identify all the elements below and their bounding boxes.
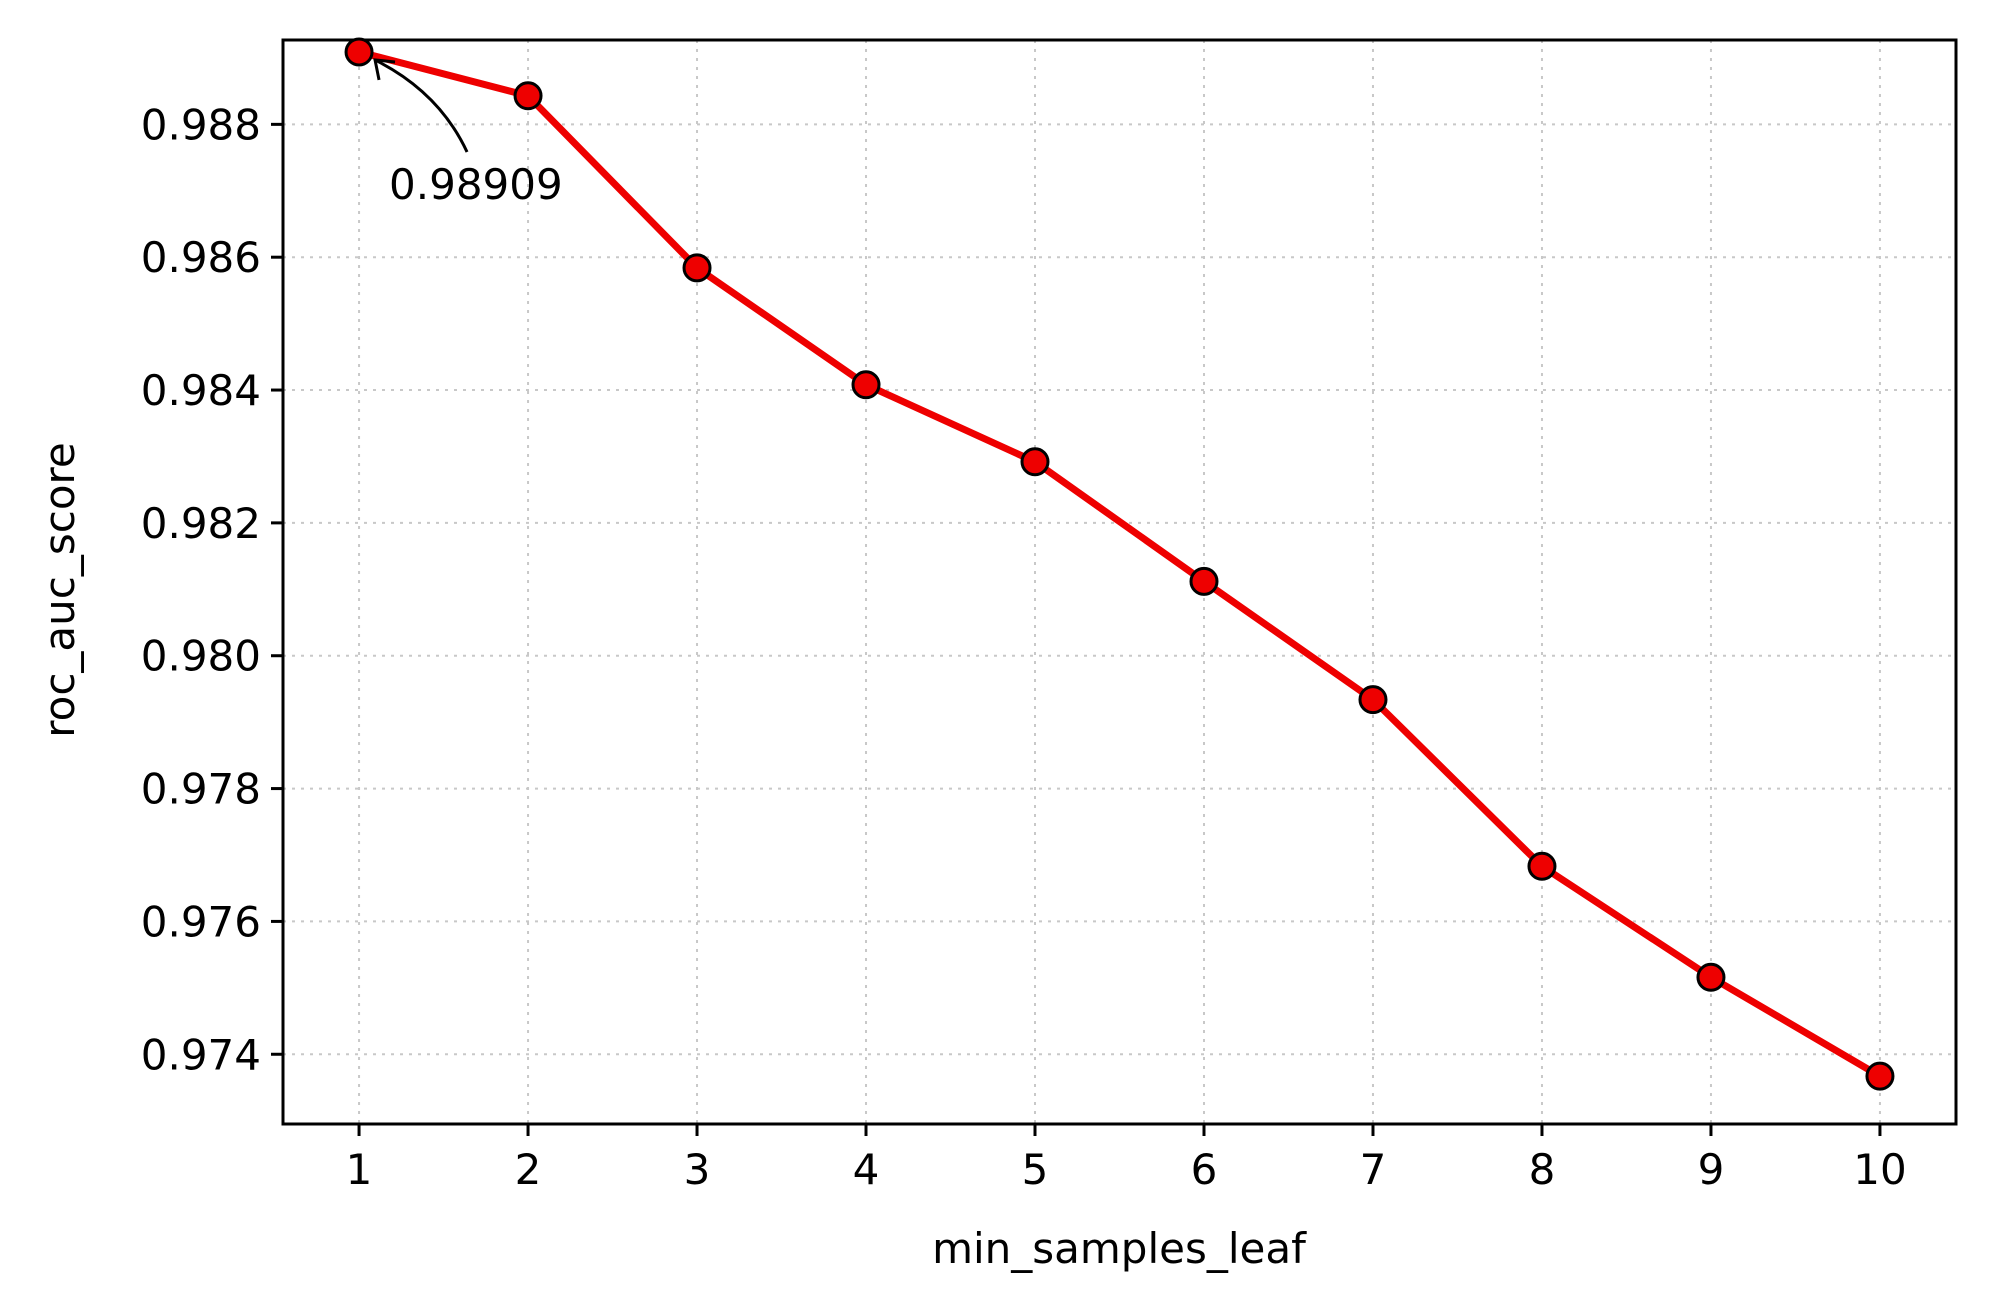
y-tick-label: 0.988 [141,100,261,149]
data-point [513,81,543,111]
data-point [344,37,374,67]
data-point [1865,1061,1895,1091]
y-tick-label: 0.974 [141,1030,261,1079]
x-tick-label: 5 [1022,1145,1049,1194]
data-point [1696,962,1726,992]
ticks: 1 2 3 4 5 6 7 8 9 10 0.974 0.976 0.978 0.980 0.982 0.98… [141,100,1907,1194]
x-axis-label: min_samples_leaf [932,1224,1307,1273]
annotation: 0.98909 [373,58,563,209]
data-point [1020,447,1050,477]
x-tick-label: 2 [515,1145,542,1194]
axes [281,38,1958,1126]
x-tick-label: 6 [1191,1145,1218,1194]
y-tick-label: 0.976 [141,897,261,946]
series [344,37,1895,1091]
y-tick-label: 0.984 [141,366,261,415]
y-tick-label: 0.982 [141,499,261,548]
grid [283,40,1956,1124]
x-tick-label: 9 [1698,1145,1725,1194]
data-point [1358,685,1388,715]
y-tick-label: 0.980 [141,632,261,681]
plot-frame [281,38,1958,1126]
x-tick-label: 8 [1529,1145,1556,1194]
x-tick-label: 3 [684,1145,711,1194]
annotation-label: 0.98909 [389,160,563,209]
data-point [682,253,712,283]
data-point [1527,851,1557,881]
x-tick-label: 10 [1853,1145,1906,1194]
data-point [851,370,881,400]
y-axis-label: roc_auc_score [35,442,84,737]
annotation-arrow [374,58,469,153]
x-tick-label: 1 [346,1145,373,1194]
x-tick-label: 7 [1360,1145,1387,1194]
x-tick-label: 4 [853,1145,880,1194]
annotation-arrowhead [373,58,396,81]
series-line [355,48,1884,1080]
y-tick-label: 0.978 [141,765,261,814]
data-point [1189,566,1219,596]
y-tick-label: 0.986 [141,233,261,282]
